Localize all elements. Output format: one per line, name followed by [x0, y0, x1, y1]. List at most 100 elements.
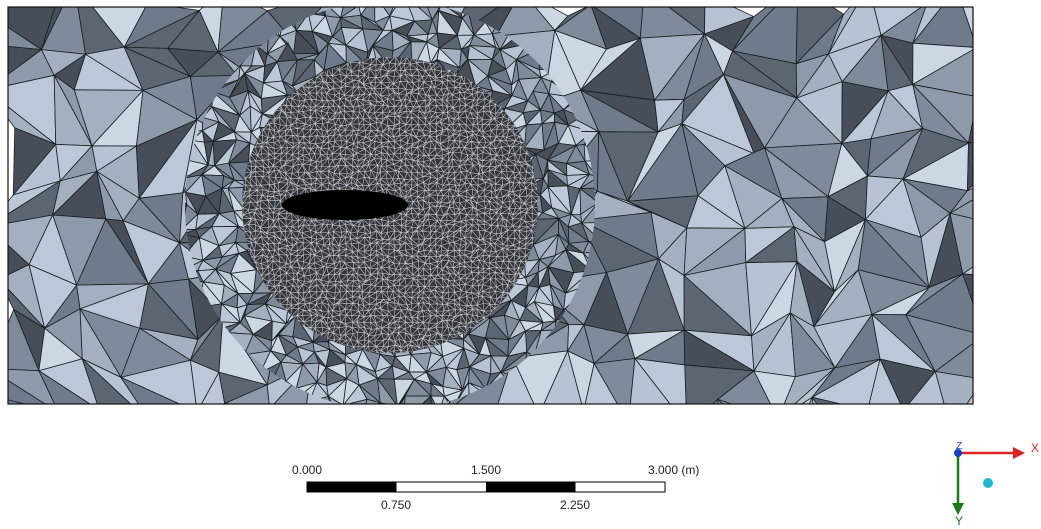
mesh-element: [628, 423, 688, 454]
mesh-element: [534, 414, 557, 432]
mesh-element: [261, 421, 284, 429]
mesh-element: [59, 410, 100, 467]
graphics-view: 0.000 1.500 3.000 (m) 0.750 2.250 X Y Z: [0, 0, 1041, 529]
mesh-element: [977, 0, 1031, 48]
mesh-element: [1011, 278, 1041, 309]
mesh-element: [316, 410, 365, 477]
mesh-element: [455, 420, 468, 429]
mesh-element: [240, 406, 253, 412]
mesh-element: [534, 414, 549, 431]
mesh-element: [950, 213, 1025, 274]
mesh-element: [285, 412, 303, 435]
mesh-element: [285, 412, 302, 435]
mesh-element: [236, 411, 255, 434]
mesh-element: [247, 408, 282, 460]
mesh-element: [253, 412, 262, 435]
mesh-element: [340, 410, 364, 436]
mesh-element: [485, 418, 506, 428]
mesh-element: [505, 418, 518, 438]
view-point: [983, 478, 993, 488]
mesh-element: [340, 410, 364, 436]
mesh-element: [628, 423, 688, 454]
mesh-element: [1023, 215, 1041, 286]
mesh-element: [359, 410, 384, 436]
mesh-element: [0, 398, 59, 477]
mesh-element: [380, 403, 397, 422]
mesh-element: [778, 397, 812, 461]
mesh-element: [615, 420, 636, 436]
mesh-element: [437, 412, 460, 432]
mesh-element: [454, 403, 472, 415]
mesh-element: [539, 411, 615, 449]
mesh-element: [564, 422, 587, 436]
mesh-element: [351, 410, 431, 460]
mesh-element: [977, 48, 1027, 97]
mesh-element: [505, 402, 526, 422]
mesh-element: [365, 419, 431, 464]
mesh-element: [197, 422, 223, 436]
scale-label: 0.000: [292, 463, 322, 477]
mesh-element: [601, 414, 620, 436]
mesh-element: [335, 420, 341, 436]
mesh-element: [967, 131, 1023, 190]
mesh-element: [518, 417, 537, 438]
scale-bar-segment: [486, 482, 576, 492]
mesh-element: [186, 418, 198, 435]
scale-label: 0.750: [381, 498, 411, 512]
mesh-element: [380, 403, 392, 422]
mesh-element: [309, 402, 334, 421]
mesh-element: [615, 418, 636, 435]
mesh-element: [422, 412, 439, 437]
mesh-element: [310, 420, 335, 436]
mesh-element: [549, 414, 571, 432]
mesh-element: [224, 411, 240, 436]
mesh-element: [487, 418, 507, 433]
mesh-element: [583, 414, 606, 435]
mesh-element: [225, 403, 270, 460]
mesh-element: [142, 412, 197, 448]
mesh-element: [494, 415, 549, 475]
mesh-element: [197, 411, 223, 436]
mesh-element: [59, 413, 91, 477]
mesh-element: [142, 412, 202, 468]
mesh-element: [422, 412, 439, 437]
mesh-element: [1021, 121, 1041, 183]
mesh-element: [505, 418, 526, 438]
mesh-element: [437, 420, 460, 432]
scale-bar: 0.000 1.500 3.000 (m) 0.750 2.250: [292, 463, 699, 512]
mesh-element: [197, 403, 225, 467]
mesh-element: [812, 397, 867, 473]
viewport: 0.000 1.500 3.000 (m) 0.750 2.250 X Y Z: [0, 0, 1041, 529]
mesh-element: [968, 93, 1026, 143]
y-label: Y: [955, 514, 963, 528]
mesh-element: [285, 405, 303, 422]
mesh-element: [404, 421, 422, 437]
mesh-element: [459, 415, 472, 426]
mesh-element: [1011, 309, 1041, 362]
mesh-element: [984, 278, 1023, 335]
mesh-element: [1021, 121, 1041, 172]
mesh-element: [867, 410, 937, 473]
mesh-element: [1021, 171, 1041, 214]
x-label: X: [1031, 441, 1039, 455]
scale-label: 1.500: [471, 463, 501, 477]
z-label: Z: [956, 441, 962, 452]
mesh-element: [687, 399, 725, 471]
mesh-element: [468, 415, 488, 428]
mesh-element: [454, 406, 472, 420]
mesh-element: [518, 417, 537, 438]
mesh-element: [557, 419, 571, 431]
mesh-element: [240, 411, 255, 434]
mesh-element: [341, 405, 364, 421]
mesh-element: [718, 399, 787, 471]
mesh-element: [192, 422, 202, 436]
mesh-element: [255, 421, 262, 435]
mesh-element: [392, 422, 411, 436]
mesh-element: [261, 422, 285, 436]
mesh-element: [1021, 171, 1041, 230]
mesh-element: [967, 131, 1023, 190]
mesh-element: [983, 309, 1011, 379]
mesh-element: [407, 419, 443, 469]
mesh-element: [262, 405, 288, 422]
mesh-element: [539, 415, 615, 455]
